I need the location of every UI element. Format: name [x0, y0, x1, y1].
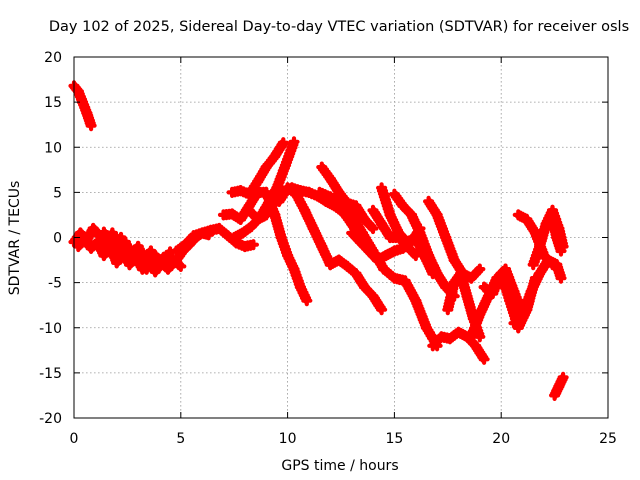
x-tick-label: 5 — [176, 431, 185, 447]
series-s06 — [217, 186, 313, 307]
grid — [74, 57, 608, 418]
chart-title: Day 102 of 2025, Sidereal Day-to-day VTE… — [49, 19, 629, 35]
series-s07 — [226, 137, 289, 200]
series-s17 — [423, 195, 486, 284]
y-tick-label: -20 — [39, 411, 62, 427]
y-axis-label: SDTVAR / TECUs — [7, 181, 23, 296]
x-tick-label: 20 — [492, 431, 510, 447]
data-point-marker — [546, 259, 559, 271]
data-point-marker — [277, 137, 289, 149]
series-s22 — [508, 254, 567, 329]
data-point-marker — [555, 272, 567, 284]
data-point-marker — [175, 260, 187, 272]
series-s12 — [316, 161, 379, 235]
y-tick-label: 5 — [53, 185, 62, 201]
data-point-marker — [85, 120, 97, 132]
data-point-marker — [410, 249, 422, 262]
x-tick-label: 10 — [279, 431, 297, 447]
y-tick-label: -10 — [39, 321, 62, 337]
series-s10 — [273, 182, 388, 316]
x-tick-label: 25 — [599, 431, 617, 447]
series-s26 — [549, 371, 569, 401]
x-tick-label: 15 — [385, 431, 403, 447]
y-tick-label: 10 — [44, 140, 62, 156]
y-tick-label: 20 — [44, 50, 62, 66]
x-tick-label: 0 — [70, 431, 79, 447]
y-tick-label: 15 — [44, 95, 62, 111]
series-s04 — [98, 226, 176, 275]
data-point-marker — [376, 304, 388, 316]
y-tick-label: 0 — [53, 231, 62, 247]
data-point-marker — [367, 222, 379, 235]
data-point-marker — [478, 353, 490, 365]
data-series — [68, 80, 569, 401]
data-point-marker — [474, 263, 486, 275]
series-s25 — [546, 213, 567, 257]
data-point-marker — [288, 136, 300, 148]
data-point-marker — [301, 295, 313, 307]
data-point-marker — [247, 239, 259, 251]
y-tick-label: -5 — [48, 276, 62, 292]
data-point-marker — [557, 371, 569, 383]
x-axis-label: GPS time / hours — [281, 458, 398, 474]
axis-ticks: 0 5 10 15 20 25 20 15 10 5 0 -5 -10 -15 -20 — [39, 50, 617, 447]
data-point-marker — [474, 331, 486, 343]
y-tick-label: -15 — [39, 366, 62, 382]
data-point-marker — [555, 245, 567, 257]
